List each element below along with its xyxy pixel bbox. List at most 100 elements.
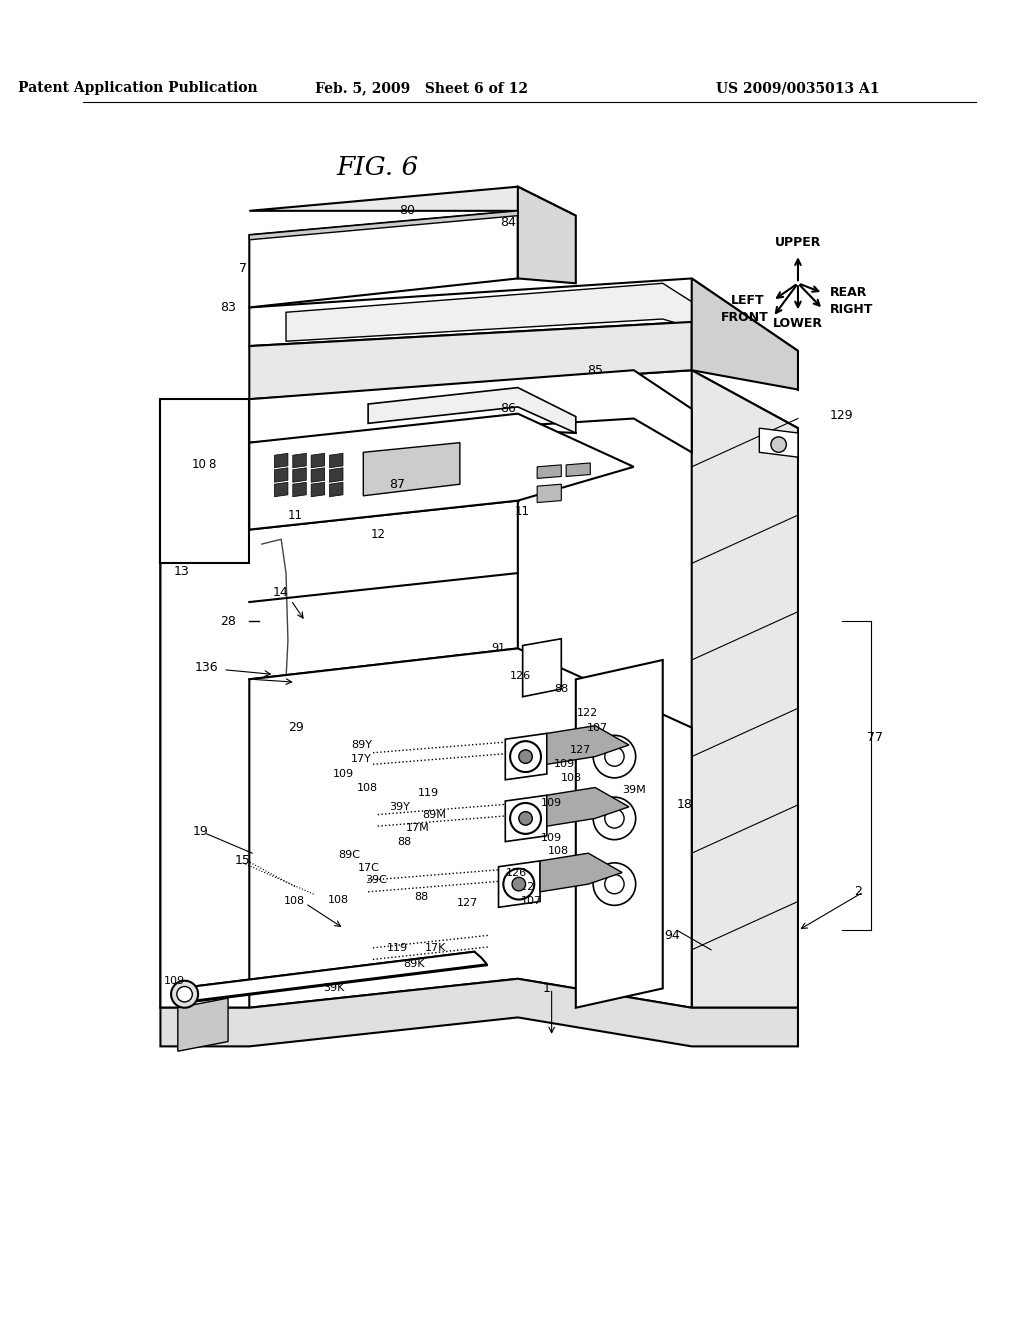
Polygon shape [249,370,798,467]
Polygon shape [311,467,325,482]
Circle shape [510,741,541,772]
Text: US 2009/0035013 A1: US 2009/0035013 A1 [716,81,880,95]
Text: FRONT: FRONT [721,310,769,323]
Text: 29: 29 [288,721,303,734]
Text: 127: 127 [570,744,591,755]
Text: 84: 84 [501,216,516,228]
Polygon shape [505,795,547,842]
Text: 85: 85 [587,364,603,376]
Polygon shape [538,465,561,478]
Text: LEFT: LEFT [731,294,765,308]
Text: 109: 109 [541,833,562,842]
Text: 13: 13 [174,565,189,578]
Circle shape [519,750,532,763]
Text: 88: 88 [554,684,568,694]
Polygon shape [249,648,691,1007]
Text: 15: 15 [234,854,251,867]
Polygon shape [547,788,629,826]
Text: UPPER: UPPER [775,236,821,249]
Text: RIGHT: RIGHT [829,302,872,315]
Text: Patent Application Publication: Patent Application Publication [18,81,258,95]
Text: 129: 129 [829,409,853,422]
Text: 108: 108 [548,846,569,857]
Text: 39Y: 39Y [389,801,411,812]
Circle shape [177,986,193,1002]
Circle shape [504,869,535,899]
Polygon shape [249,211,518,308]
Text: 108: 108 [328,895,349,904]
Text: 136: 136 [195,661,218,675]
Polygon shape [522,639,561,697]
Text: 80: 80 [398,205,415,218]
Polygon shape [161,500,518,1007]
Polygon shape [330,453,343,467]
Text: 7: 7 [239,263,247,276]
Polygon shape [293,467,306,482]
Text: 14: 14 [272,586,288,599]
Polygon shape [566,463,590,477]
Polygon shape [311,453,325,467]
Text: 28: 28 [220,615,236,628]
Polygon shape [249,413,634,529]
Polygon shape [311,482,325,496]
Text: 17Y: 17Y [351,754,372,763]
Text: 17K: 17K [425,942,446,953]
Polygon shape [161,978,798,1047]
Polygon shape [249,279,798,389]
Text: 11: 11 [288,508,303,521]
Text: FIG. 6: FIG. 6 [337,154,419,180]
Text: 108: 108 [356,783,378,792]
Text: 107: 107 [521,895,542,906]
Polygon shape [249,322,691,399]
Text: 109: 109 [541,799,562,808]
Text: 89M: 89M [422,809,445,820]
Text: 109: 109 [554,759,574,770]
Polygon shape [178,998,228,1051]
Text: 12: 12 [371,528,385,541]
Polygon shape [518,186,575,284]
Text: 109: 109 [164,975,184,986]
Text: 88: 88 [397,837,412,846]
Text: 89K: 89K [403,960,425,969]
Polygon shape [538,484,561,503]
Text: 94: 94 [665,929,680,941]
Polygon shape [540,853,623,892]
Polygon shape [274,453,288,467]
Polygon shape [368,388,575,433]
Text: 17M: 17M [406,824,429,833]
Polygon shape [274,482,288,496]
Text: 126: 126 [510,672,531,681]
Polygon shape [330,467,343,482]
Text: 89Y: 89Y [351,741,372,750]
Circle shape [512,878,525,891]
Text: 39M: 39M [622,785,645,796]
Text: 119: 119 [386,942,408,953]
Text: 91: 91 [492,643,506,653]
Text: 86: 86 [501,403,516,416]
Text: 18: 18 [677,799,693,812]
Text: 19: 19 [194,825,209,838]
Polygon shape [691,279,798,389]
Text: 119: 119 [418,788,438,799]
Text: 108: 108 [285,896,305,907]
Polygon shape [293,482,306,496]
Polygon shape [286,284,769,351]
Text: 122: 122 [514,882,536,892]
Text: 127: 127 [457,899,478,908]
Polygon shape [249,370,691,453]
Polygon shape [364,442,460,496]
Text: 77: 77 [867,731,884,743]
Polygon shape [760,428,798,457]
Text: LOWER: LOWER [773,317,823,330]
Text: 2: 2 [854,886,862,899]
Text: 17C: 17C [357,863,380,873]
Polygon shape [330,482,343,496]
Text: 11: 11 [515,504,530,517]
Polygon shape [575,660,663,1007]
Polygon shape [499,861,540,907]
Polygon shape [293,453,306,467]
Text: 88: 88 [414,891,428,902]
Text: 10: 10 [191,458,207,471]
Text: 83: 83 [220,301,236,314]
Text: 122: 122 [577,708,598,718]
